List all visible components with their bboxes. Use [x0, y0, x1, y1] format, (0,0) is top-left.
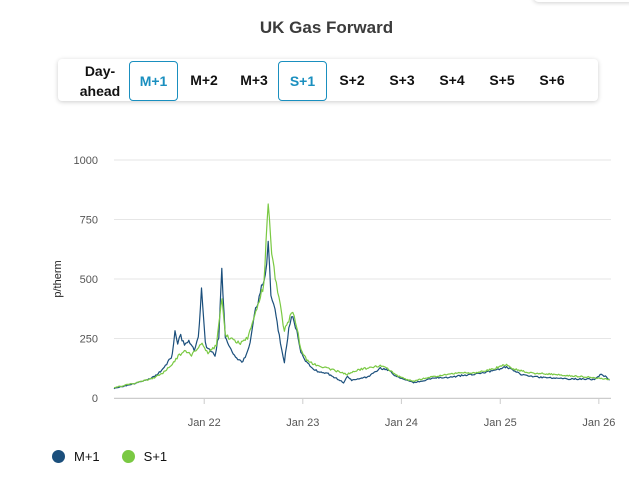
x-tick-label: Jan 24: [385, 417, 418, 429]
tab-s5-label: S+5: [489, 72, 515, 88]
x-tick-label: Jan 25: [484, 417, 517, 429]
legend-marker-s1: [121, 450, 135, 463]
tab-s4-label: S+4: [439, 72, 465, 88]
tab-s3[interactable]: S+3: [378, 59, 426, 101]
y-tick-label: 750: [80, 215, 98, 227]
tab-s3-label: S+3: [389, 72, 415, 88]
legend-marker-m1: [52, 450, 65, 463]
y-tick-label: 0: [92, 393, 98, 405]
tab-s6[interactable]: S+6: [528, 59, 576, 101]
y-tick-label: 500: [80, 274, 98, 286]
tab-s1[interactable]: S+1: [278, 61, 327, 101]
tab-m2-label: M+2: [190, 72, 218, 88]
legend-item-m1[interactable]: M+1: [52, 449, 100, 464]
tab-s5[interactable]: S+5: [478, 59, 526, 101]
corner-tab: [533, 0, 629, 2]
tab-m3-label: M+3: [240, 72, 268, 88]
y-axis-label: p/therm: [52, 260, 64, 297]
legend-label-s1: S+1: [143, 449, 168, 464]
tab-m3[interactable]: M+3: [230, 59, 278, 101]
tab-day-ahead-label: Day- ahead: [79, 62, 121, 99]
x-tick-label: Jan 23: [286, 417, 319, 429]
tab-m2[interactable]: M+2: [180, 59, 228, 101]
tab-s4[interactable]: S+4: [428, 59, 476, 101]
tab-s2-label: S+2: [339, 72, 365, 88]
contract-tabs: Day- ahead M+1 M+2 M+3 S+1 S+2 S+3 S+4 S…: [58, 59, 598, 101]
y-tick-label: 1000: [74, 155, 98, 167]
chart-title: UK Gas Forward: [259, 18, 394, 37]
tab-m1[interactable]: M+1: [129, 61, 178, 101]
tab-day-ahead[interactable]: Day- ahead: [70, 59, 130, 101]
series-line-s1: [113, 203, 610, 389]
x-tick-label: Jan 22: [188, 417, 221, 429]
x-tick-label: Jan 26: [582, 417, 615, 429]
tab-m1-label: M+1: [139, 73, 168, 89]
y-tick-label: 250: [80, 334, 98, 346]
legend-item-s1[interactable]: S+1: [121, 449, 168, 464]
tab-s6-label: S+6: [539, 72, 565, 88]
series-line-m1: [113, 240, 610, 390]
legend: M+1 S+1: [52, 449, 189, 464]
tab-s2[interactable]: S+2: [328, 59, 376, 101]
tab-s1-label: S+1: [289, 73, 316, 89]
legend-label-m1: M+1: [74, 449, 100, 464]
